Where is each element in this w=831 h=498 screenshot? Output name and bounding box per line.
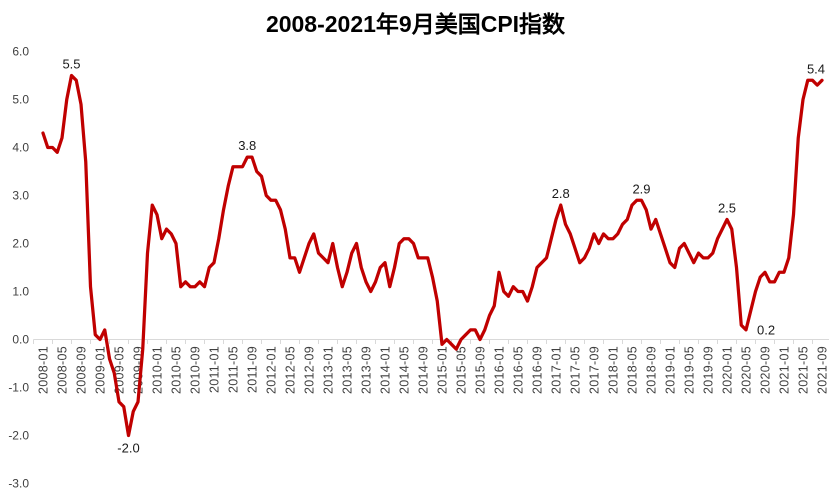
data-point-label: 0.2 bbox=[757, 322, 775, 337]
y-tick-label: 5.0 bbox=[12, 93, 29, 107]
x-tick-label: 2018-09 bbox=[645, 346, 659, 394]
y-tick-label: 3.0 bbox=[12, 189, 29, 203]
y-tick-label: 2.0 bbox=[12, 237, 29, 251]
x-tick-label: 2010-05 bbox=[170, 346, 184, 394]
x-tick-label: 2012-05 bbox=[284, 346, 298, 394]
y-tick-label: 6.0 bbox=[12, 45, 29, 59]
x-tick-label: 2020-05 bbox=[740, 346, 754, 394]
data-point-label: 2.5 bbox=[718, 201, 736, 216]
x-tick-label: 2012-01 bbox=[265, 346, 279, 394]
x-tick-label: 2021-01 bbox=[778, 346, 792, 394]
x-tick-label: 2016-05 bbox=[512, 346, 526, 394]
x-tick-label: 2013-09 bbox=[360, 346, 374, 394]
x-tick-label: 2009-01 bbox=[94, 346, 108, 394]
cpi-line bbox=[41, 73, 824, 438]
x-tick-label: 2011-09 bbox=[246, 346, 260, 393]
x-tick-label: 2013-01 bbox=[322, 346, 336, 394]
x-tick-label: 2017-05 bbox=[569, 346, 583, 394]
data-point-label: 3.8 bbox=[238, 138, 256, 153]
x-tick-label: 2014-05 bbox=[398, 346, 412, 394]
x-tick-label: 2021-05 bbox=[797, 346, 811, 394]
x-tick-label: 2012-09 bbox=[303, 346, 317, 394]
x-tick-label: 2008-01 bbox=[37, 346, 51, 394]
x-tick-label: 2010-01 bbox=[151, 346, 165, 394]
x-tick-label: 2020-01 bbox=[721, 346, 735, 394]
x-tick-label: 2019-05 bbox=[683, 346, 697, 394]
x-tick-label: 2019-09 bbox=[702, 346, 716, 394]
x-tick-label: 2018-05 bbox=[626, 346, 640, 394]
y-tick-label: -1.0 bbox=[8, 381, 29, 395]
y-tick-label: 0.0 bbox=[12, 333, 29, 347]
x-tick-label: 2015-05 bbox=[455, 346, 469, 394]
data-point-label: 5.5 bbox=[62, 57, 80, 72]
x-tick-label: 2016-09 bbox=[531, 346, 545, 394]
x-tick-label: 2008-05 bbox=[56, 346, 70, 394]
y-tick-label: -3.0 bbox=[8, 477, 29, 491]
x-tick-label: 2011-05 bbox=[227, 346, 241, 393]
y-tick-label: -2.0 bbox=[8, 429, 29, 443]
data-point-label: 5.4 bbox=[807, 61, 825, 76]
x-tick-label: 2021-09 bbox=[816, 346, 830, 394]
x-tick-label: 2015-09 bbox=[474, 346, 488, 394]
data-point-label: -2.0 bbox=[117, 441, 139, 456]
x-tick-label: 2011-01 bbox=[208, 346, 222, 393]
x-tick-label: 2014-01 bbox=[379, 346, 393, 394]
x-tick-label: 2018-01 bbox=[607, 346, 621, 394]
y-tick-label: 4.0 bbox=[12, 141, 29, 155]
x-tick-label: 2008-09 bbox=[75, 346, 89, 394]
x-tick-label: 2017-01 bbox=[550, 346, 564, 394]
x-tick-label: 2014-09 bbox=[417, 346, 431, 394]
x-tick-label: 2010-09 bbox=[189, 346, 203, 394]
data-point-label: 2.8 bbox=[552, 186, 570, 201]
y-tick-label: 1.0 bbox=[12, 285, 29, 299]
data-point-label: 2.9 bbox=[632, 181, 650, 196]
x-tick-label: 2019-01 bbox=[664, 346, 678, 394]
x-tick-label: 2017-09 bbox=[588, 346, 602, 394]
chart-title: 2008-2021年9月美国CPI指数 bbox=[265, 11, 566, 37]
x-tick-label: 2020-09 bbox=[759, 346, 773, 394]
x-tick-label: 2015-01 bbox=[436, 346, 450, 394]
x-tick-label: 2013-05 bbox=[341, 346, 355, 394]
x-tick-label: 2016-01 bbox=[493, 346, 507, 394]
